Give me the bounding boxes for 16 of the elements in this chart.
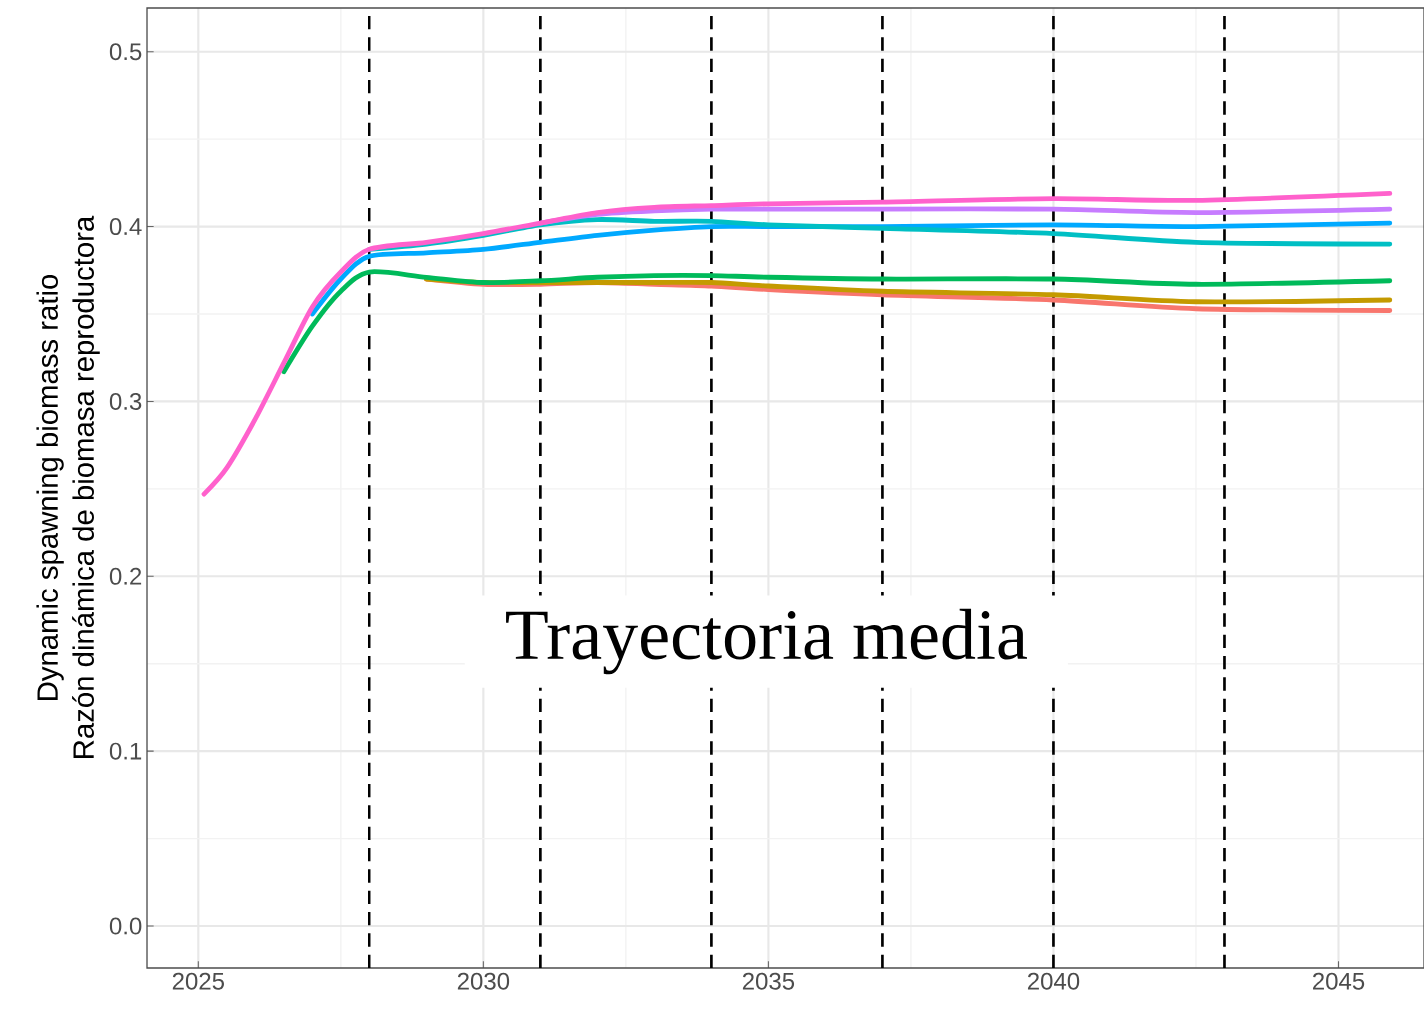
x-tick-label: 2030 — [457, 972, 510, 990]
line-series — [201, 190, 1393, 497]
text: Dynamic spawning biomass ratio — [36, 274, 64, 700]
y-tick-label: 0.3 — [109, 392, 142, 410]
annotation: Trayectoria media — [506, 608, 1027, 675]
text: Razón dinámica de biomasa reproductora — [72, 215, 100, 758]
y-tick-label: 0.5 — [109, 43, 142, 61]
line-series — [281, 269, 1393, 375]
y-tick-label: 0.0 — [109, 917, 142, 935]
y-tick-label: 0.4 — [109, 218, 142, 236]
x-tick-label: 2045 — [1313, 972, 1365, 990]
x-tick-label: 2035 — [742, 972, 795, 990]
y-tick-label: 0.1 — [109, 742, 142, 760]
x-tick-label: 2025 — [172, 972, 224, 990]
y-tick-label: 0.2 — [109, 567, 142, 585]
x-tick-label: 2040 — [1027, 972, 1080, 990]
